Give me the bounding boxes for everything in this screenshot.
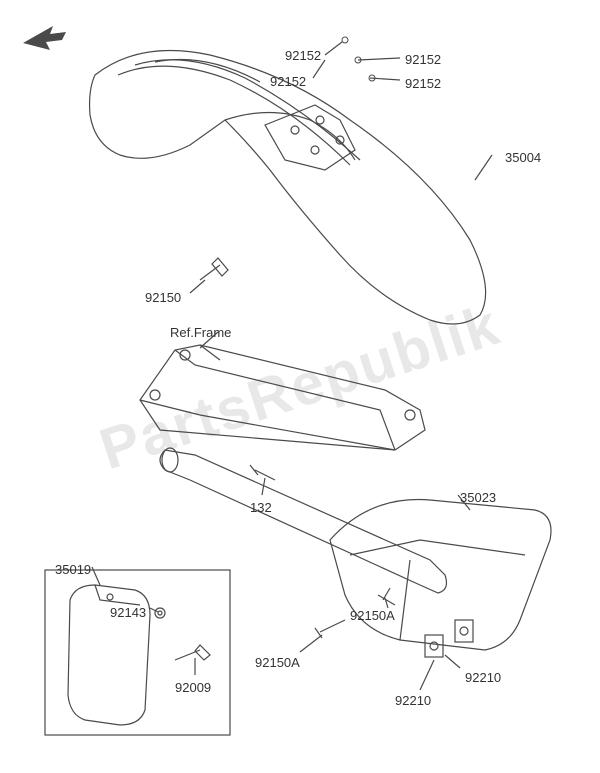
callout-92150A-b: 92150A	[255, 655, 300, 670]
callout-92150: 92150	[145, 290, 181, 305]
callout-92152-a: 92152	[285, 48, 321, 63]
callout-132: 132	[250, 500, 272, 515]
callout-92150A-a: 92150A	[350, 608, 395, 623]
callout-92143: 92143	[110, 605, 146, 620]
callout-92210-a: 92210	[465, 670, 501, 685]
callout-92152-b: 92152	[270, 74, 306, 89]
callout-92152-c: 92152	[405, 52, 441, 67]
callout-35023: 35023	[460, 490, 496, 505]
callout-92152-d: 92152	[405, 76, 441, 91]
callout-35019: 35019	[55, 562, 91, 577]
callout-35004: 35004	[505, 150, 541, 165]
callout-92210-b: 92210	[395, 693, 431, 708]
nav-arrow-icon	[18, 18, 68, 63]
callout-92009: 92009	[175, 680, 211, 695]
callout-ref-frame: Ref.Frame	[170, 325, 231, 340]
parts-diagram	[0, 0, 600, 773]
